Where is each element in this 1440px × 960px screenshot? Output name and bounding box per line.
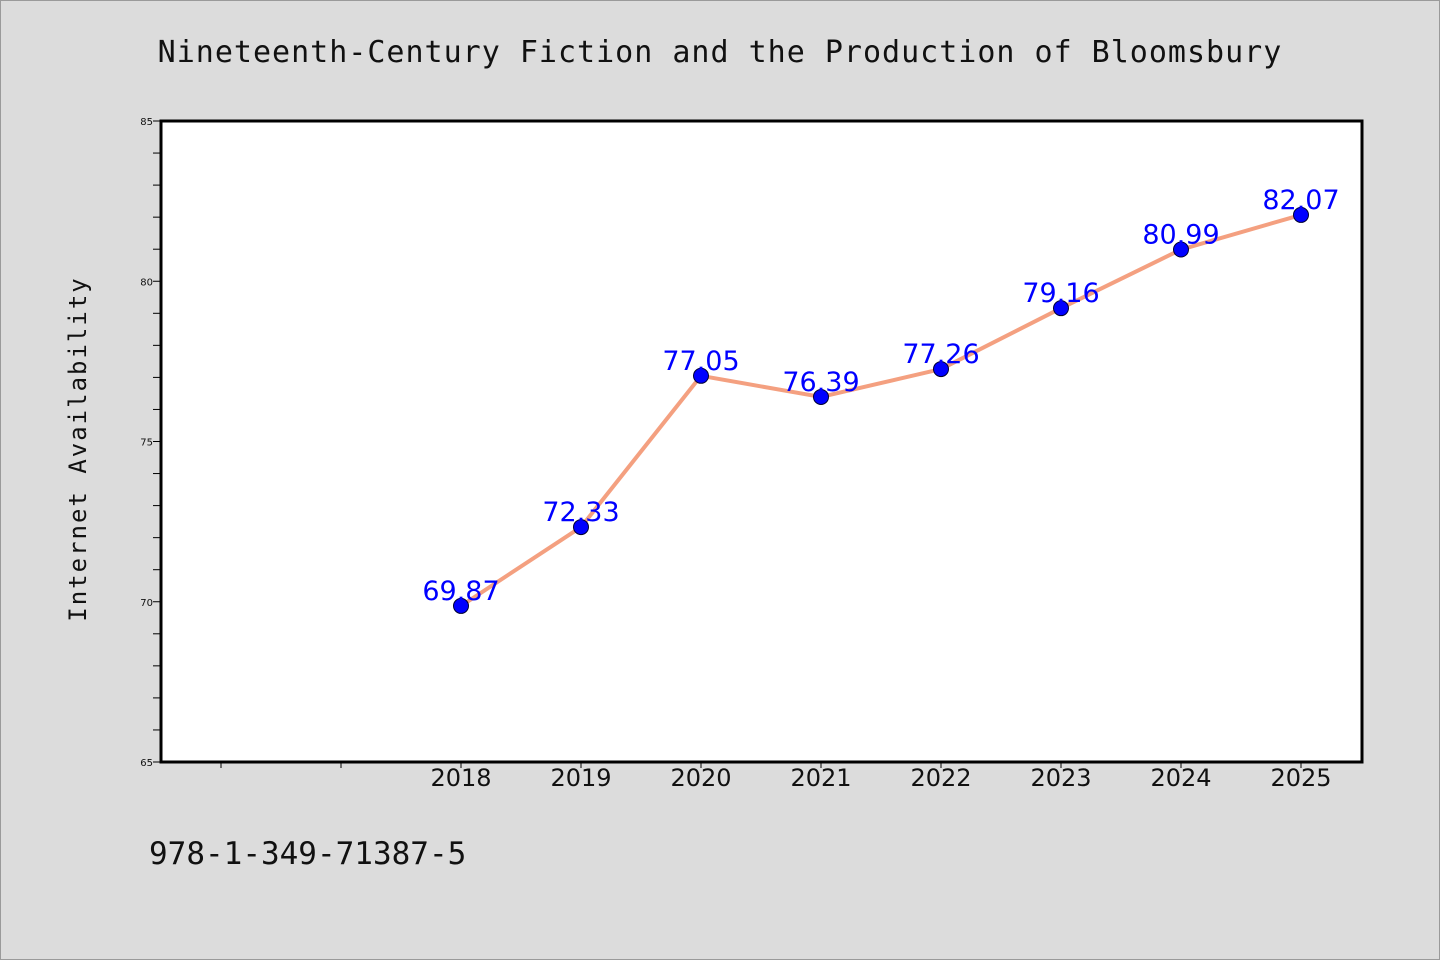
data-label-group: 69.87 72.33 77.05 76.39 77.26 79.16 80.99 82.07 <box>422 185 1339 607</box>
x-tick-label: 2021 <box>790 764 851 792</box>
data-point-marker <box>1173 241 1189 258</box>
x-tick-label: 2019 <box>550 764 611 792</box>
data-point-marker <box>693 367 709 384</box>
chart-title: Nineteenth-Century Fiction and the Produ… <box>157 35 1283 70</box>
data-label: 76.39 <box>782 367 859 398</box>
series-line-group <box>459 212 1303 608</box>
marker-group <box>453 206 1309 614</box>
data-label: 82.07 <box>1262 185 1339 216</box>
x-tick-label: 2022 <box>910 764 971 792</box>
plot-area <box>159 119 1364 764</box>
y-tick-label: 70 <box>140 598 153 609</box>
data-label: 72.33 <box>542 497 619 528</box>
data-label: 69.87 <box>422 576 499 607</box>
y-tick-label: 80 <box>140 277 153 288</box>
y-tick-label: 75 <box>140 438 153 449</box>
y-tick-label: 65 <box>140 758 153 769</box>
y-axis-ticks: 65 70 75 80 85 <box>140 117 161 769</box>
data-point-marker <box>933 361 949 378</box>
data-label: 77.05 <box>662 346 739 377</box>
x-tick-label: 2023 <box>1030 764 1091 792</box>
x-tick-label: 2020 <box>670 764 731 792</box>
data-label: 77.26 <box>902 339 979 370</box>
series-line <box>459 212 1303 608</box>
x-tick-label: 2018 <box>430 764 491 792</box>
data-point-marker <box>1053 300 1069 317</box>
data-point-marker <box>813 388 829 405</box>
data-label: 79.16 <box>1022 278 1099 309</box>
data-point-marker <box>1293 206 1309 223</box>
data-point-marker <box>453 597 469 614</box>
x-tick-label: 2025 <box>1270 764 1331 792</box>
isbn-text: 978-1-349-71387-5 <box>149 836 467 872</box>
data-label: 80.99 <box>1142 220 1219 251</box>
x-tick-label: 2024 <box>1150 764 1211 792</box>
x-axis-ticks: 2018 2019 2020 2021 2022 2023 2024 2025 <box>220 762 1332 792</box>
y-tick-label: 85 <box>140 117 153 128</box>
data-point-marker <box>573 519 589 536</box>
